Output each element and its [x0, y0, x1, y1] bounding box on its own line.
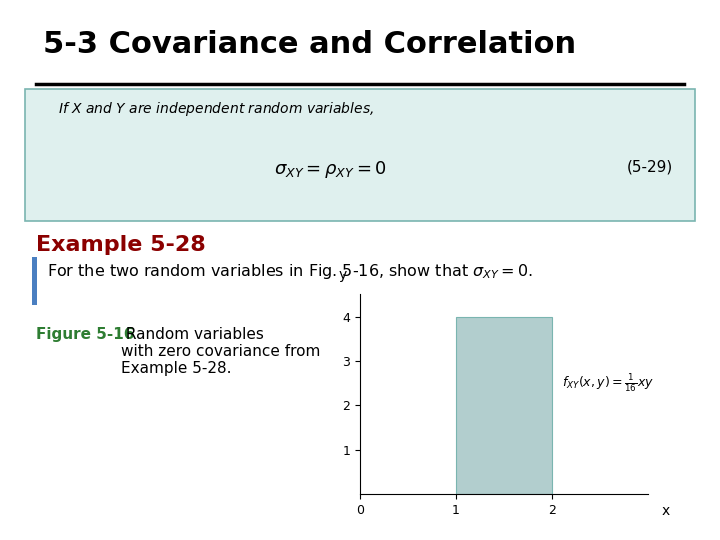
- Bar: [456, 316, 552, 494]
- FancyBboxPatch shape: [25, 89, 695, 221]
- Text: If $X$ and $Y$ are independent random variables,: If $X$ and $Y$ are independent random va…: [58, 100, 374, 118]
- Text: For the two random variables in Fig. 5-16, show that $\sigma_{XY} = 0$.: For the two random variables in Fig. 5-1…: [47, 262, 533, 281]
- Text: $f_{XY}(x,y) = \frac{1}{16}xy$: $f_{XY}(x,y) = \frac{1}{16}xy$: [562, 372, 654, 394]
- Text: $\sigma_{XY} = \rho_{XY} = 0$: $\sigma_{XY} = \rho_{XY} = 0$: [274, 159, 387, 180]
- Text: Random variables
with zero covariance from
Example 5-28.: Random variables with zero covariance fr…: [121, 327, 320, 376]
- Y-axis label: y: y: [338, 268, 347, 282]
- X-axis label: x: x: [661, 504, 670, 518]
- Text: 5-3 Covariance and Correlation: 5-3 Covariance and Correlation: [43, 30, 576, 59]
- Bar: [32, 256, 37, 305]
- Text: Figure 5-16: Figure 5-16: [36, 327, 135, 342]
- Text: (5-29): (5-29): [627, 159, 673, 174]
- Text: Example 5-28: Example 5-28: [36, 235, 206, 255]
